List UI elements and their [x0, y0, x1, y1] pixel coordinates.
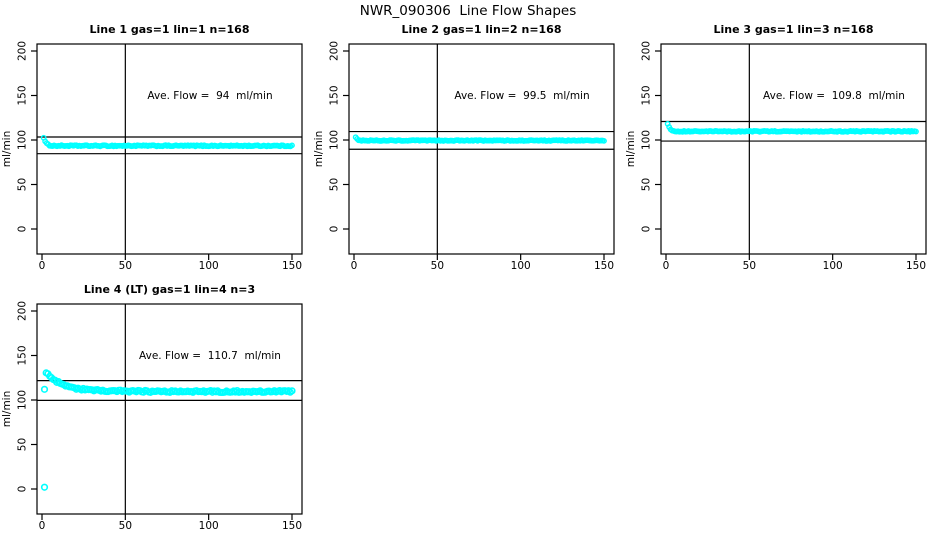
plot-box	[36, 303, 303, 515]
x-axis: 0 50 100 150	[39, 514, 302, 532]
y-axis-label: ml/min	[313, 131, 325, 167]
x-tick-label: 100	[511, 260, 531, 272]
x-tick-label: 150	[906, 260, 926, 272]
y-tick-label: 0	[17, 486, 29, 493]
y-tick-label: 100	[641, 130, 653, 150]
y-tick-label: 100	[329, 130, 341, 150]
y-axis-label: ml/min	[1, 391, 13, 427]
y-tick-label: 200	[17, 41, 29, 61]
plot-area-svg: 0 50 100 150 200 ml/min 0 50 100 150	[625, 41, 927, 272]
x-tick-label: 100	[823, 260, 843, 272]
plot-area-svg: 0 50 100 150 200 ml/min 0 50 100 150	[313, 41, 615, 272]
x-tick-label: 0	[351, 260, 358, 272]
x-tick-label: 150	[282, 520, 302, 532]
x-axis: 0 50 100 150	[663, 254, 926, 272]
data-points	[40, 369, 296, 491]
data-point	[289, 142, 295, 149]
figure-title: NWR_090306 Line Flow Shapes	[359, 3, 577, 19]
y-tick-label: 200	[329, 41, 341, 61]
plot-box	[660, 43, 927, 255]
subplot-title: Line 2 gas=1 lin=2 n=168	[401, 23, 562, 36]
y-tick-label: 150	[17, 85, 29, 105]
y-tick-label: 100	[17, 130, 29, 150]
y-tick-label: 50	[17, 438, 29, 451]
subplot-title: Line 3 gas=1 lin=3 n=168	[713, 23, 874, 36]
y-axis: 0 50 100 150 200	[17, 301, 37, 492]
avg-flow-annotation: Ave. Flow = 110.7 ml/min	[139, 350, 281, 362]
subplot-line-4: 0 50 100 150 200 ml/min 0 50 100 150 Line 4 (LT) …	[0, 280, 312, 540]
avg-flow-annotation: Ave. Flow = 94 ml/min	[147, 90, 273, 102]
subplot-line-3: 0 50 100 150 200 ml/min 0 50 100 150 Line 3 gas=1…	[624, 20, 936, 280]
x-axis: 0 50 100 150	[39, 254, 302, 272]
x-tick-label: 100	[199, 520, 219, 532]
y-tick-label: 100	[17, 390, 29, 410]
y-tick-label: 50	[17, 178, 29, 191]
data-points	[40, 134, 295, 150]
y-axis: 0 50 100 150 200	[641, 41, 661, 232]
outlier-point	[40, 385, 49, 393]
y-axis-label: ml/min	[1, 131, 13, 167]
plot-area-svg: 0 50 100 150 200 ml/min 0 50 100 150	[1, 301, 303, 532]
x-tick-label: 50	[431, 260, 444, 272]
x-tick-label: 0	[663, 260, 670, 272]
x-axis: 0 50 100 150	[351, 254, 614, 272]
plot-area-svg: 0 50 100 150 200 ml/min 0 50 100 150	[1, 41, 303, 272]
outlier-point	[40, 483, 49, 491]
data-point	[288, 387, 296, 395]
y-tick-label: 0	[17, 226, 29, 233]
y-tick-label: 0	[641, 226, 653, 233]
y-tick-label: 50	[641, 178, 653, 191]
y-axis: 0 50 100 150 200	[17, 41, 37, 232]
x-tick-label: 50	[743, 260, 756, 272]
subplot-title: Line 1 gas=1 lin=1 n=168	[89, 23, 250, 36]
avg-flow-annotation: Ave. Flow = 99.5 ml/min	[454, 90, 590, 102]
subplot-line-1: 0 50 100 150 200 ml/min 0 50 100 150 Line 1 gas=1…	[0, 20, 312, 280]
data-points	[664, 120, 919, 135]
subplot-line-2: 0 50 100 150 200 ml/min 0 50 100 150 Line 2 gas=1…	[312, 20, 624, 280]
y-tick-label: 200	[17, 301, 29, 321]
x-tick-label: 150	[594, 260, 614, 272]
x-tick-label: 0	[39, 520, 46, 532]
y-tick-label: 0	[329, 226, 341, 233]
x-tick-label: 100	[199, 260, 219, 272]
y-tick-label: 150	[17, 345, 29, 365]
x-tick-label: 50	[119, 260, 132, 272]
y-axis-label: ml/min	[625, 131, 637, 167]
subplot-title: Line 4 (LT) gas=1 lin=4 n=3	[83, 283, 256, 296]
y-tick-label: 200	[641, 41, 653, 61]
y-tick-label: 150	[329, 85, 341, 105]
x-tick-label: 150	[282, 260, 302, 272]
data-point	[913, 128, 919, 135]
avg-flow-annotation: Ave. Flow = 109.8 ml/min	[763, 90, 905, 102]
y-tick-label: 150	[641, 85, 653, 105]
y-axis: 0 50 100 150 200	[329, 41, 349, 232]
plot-box	[36, 43, 303, 255]
x-tick-label: 0	[39, 260, 46, 272]
y-tick-label: 50	[329, 178, 341, 191]
data-point	[601, 137, 607, 144]
data-points	[352, 134, 607, 144]
x-tick-label: 50	[119, 520, 132, 532]
